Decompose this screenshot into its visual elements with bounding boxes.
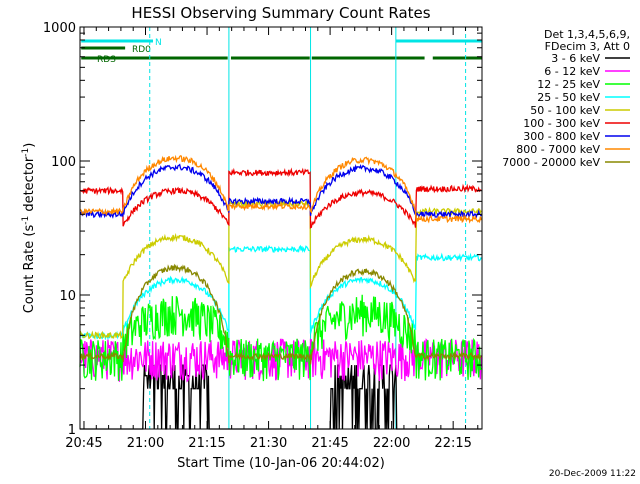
- legend-label: 50 - 100 keV: [530, 104, 600, 117]
- series-line-25-50: [79, 244, 482, 341]
- x-tick-label: 21:45: [311, 436, 348, 451]
- data-series: [79, 154, 482, 430]
- x-tick-label: 21:00: [127, 436, 164, 451]
- x-tick-label: 21:30: [250, 436, 287, 451]
- x-tick-label: 22:00: [373, 436, 410, 451]
- legend-label: 25 - 50 keV: [537, 91, 600, 104]
- legend-header: FDecim 3, Att 0: [545, 40, 630, 53]
- legend-label: 100 - 300 keV: [523, 117, 600, 130]
- timestamp: 20-Dec-2009 11:22: [549, 469, 636, 479]
- legend-label: 3 - 6 keV: [551, 52, 600, 65]
- x-tick-label: 21:15: [188, 436, 225, 451]
- flag-bars: N RD0 RDS: [81, 38, 482, 65]
- legend-label: 6 - 12 keV: [544, 65, 600, 78]
- y-tick-label: 100: [51, 155, 76, 170]
- series-line-7000-20000: [79, 263, 482, 365]
- chart-title: HESSI Observing Summary Count Rates: [131, 4, 430, 22]
- series-line-300-800: [79, 163, 482, 220]
- legend-header: Det 1,3,4,5,6,9,: [544, 28, 630, 41]
- legend: Det 1,3,4,5,6,9,FDecim 3, Att 03 - 6 keV…: [502, 28, 630, 169]
- y-tick-label: 1: [68, 423, 76, 438]
- legend-label: 12 - 25 keV: [537, 78, 600, 91]
- flag-label-rd0: RD0: [132, 45, 151, 55]
- legend-label: 7000 - 20000 keV: [502, 156, 600, 169]
- x-axis: 20:45 21:00 21:15 21:30 21:45 22:00 22:15: [65, 27, 479, 451]
- y-axis-label: Count Rate (s-1 detector-1): [21, 143, 37, 314]
- x-tick-label: 20:45: [65, 436, 102, 451]
- x-tick-label: 22:15: [434, 436, 471, 451]
- y-tick-label: 1000: [43, 21, 76, 36]
- flag-label-n: N: [155, 38, 162, 48]
- series-line-50-100: [79, 198, 482, 341]
- series-line-800-7000: [79, 154, 482, 224]
- series-line-3-6: [80, 364, 482, 430]
- series-line-100-300: [79, 167, 482, 229]
- x-axis-label: Start Time (10-Jan-06 20:44:02): [177, 456, 385, 471]
- y-axis: 1 10 100 1000: [43, 21, 482, 438]
- legend-label: 300 - 800 keV: [523, 130, 600, 143]
- y-tick-label: 10: [59, 289, 76, 304]
- legend-label: 800 - 7000 keV: [516, 143, 600, 156]
- flag-label-rds: RDS: [97, 55, 116, 65]
